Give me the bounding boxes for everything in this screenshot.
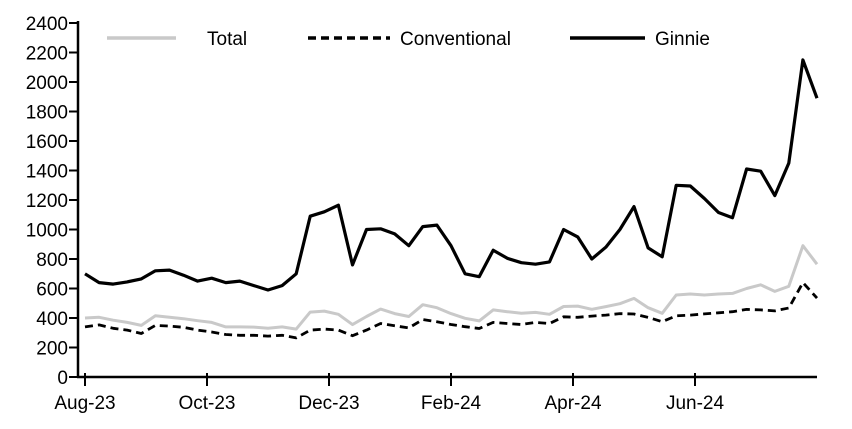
total-series-line — [84, 244, 819, 331]
x-tick-label: Dec-23 — [298, 393, 359, 414]
x-tick-label: Apr-24 — [544, 393, 601, 414]
y-tick-label: 600 — [36, 280, 68, 301]
x-tick-label: Aug-23 — [54, 393, 115, 414]
y-tick-label: 1400 — [26, 162, 68, 183]
series-lines — [84, 58, 819, 340]
x-tick-label: Jun-24 — [666, 393, 725, 414]
x-tick-label: Feb-24 — [421, 393, 482, 414]
y-tick-label: 1000 — [26, 221, 68, 242]
x-tick-label: Oct-23 — [178, 393, 235, 414]
y-tick-label: 400 — [36, 309, 68, 330]
y-tick-label: 1600 — [26, 132, 68, 153]
y-tick-label: 800 — [36, 250, 68, 271]
y-tick-label: 2000 — [26, 73, 68, 94]
conventional-series-line — [84, 281, 819, 340]
legend-total-label: Total — [207, 29, 247, 50]
legend-conventional-label: Conventional — [400, 29, 511, 50]
x-axis-ticks: Aug-23 Oct-23 Dec-23 Feb-24 Apr-24 Jun-24 — [54, 373, 724, 414]
y-tick-label: 1800 — [26, 103, 68, 124]
y-tick-label: 200 — [36, 339, 68, 360]
y-tick-label: 2400 — [26, 14, 68, 35]
y-tick-label: 0 — [57, 368, 68, 389]
ginnie-series-line — [84, 58, 819, 292]
y-axis-ticks: 0 200 400 600 800 1000 1200 1400 1600 1800 2000 220… — [26, 14, 79, 389]
y-tick-label: 2200 — [26, 44, 68, 65]
legend: Total Conventional Ginnie — [107, 29, 710, 50]
legend-ginnie-label: Ginnie — [655, 29, 710, 50]
y-tick-label: 1200 — [26, 191, 68, 212]
